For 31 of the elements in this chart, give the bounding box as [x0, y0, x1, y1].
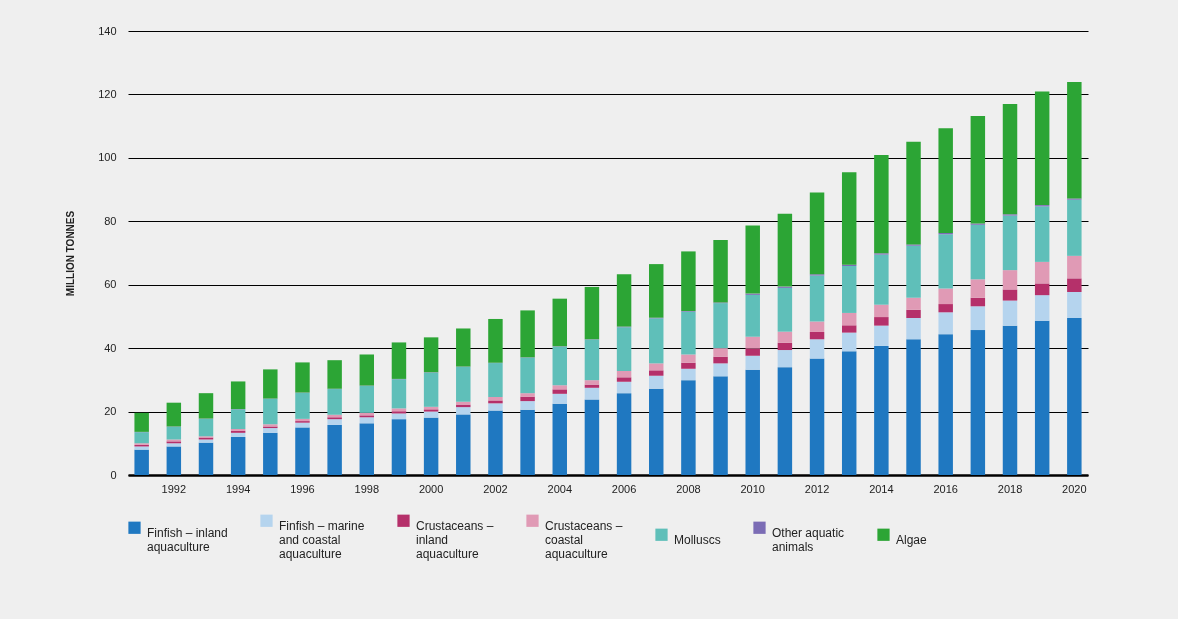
y-tick-label: 100	[98, 151, 117, 164]
legend-label: Other aquatic animals	[772, 525, 845, 554]
x-tick-label: 2018	[997, 482, 1023, 495]
y-tick-label: 0	[110, 468, 117, 481]
legend-label: Molluscs	[674, 532, 721, 547]
x-tick-label: 1992	[161, 482, 187, 495]
legend-label: Finfish – marine and coastal aquaculture	[279, 518, 365, 561]
x-tick-label: 1996	[290, 482, 315, 495]
x-tick-label: 1998	[354, 482, 380, 495]
x-tick-label: 2004	[547, 482, 572, 495]
x-tick-label: 2016	[933, 482, 958, 495]
legend-label: Algae	[896, 532, 928, 547]
y-axis-title: MILLION TONNES	[65, 210, 77, 297]
x-tick-label: 2010	[740, 482, 765, 495]
y-tick-label: 40	[104, 341, 117, 354]
y-tick-label: 80	[104, 214, 117, 227]
x-tick-label: 2020	[1062, 482, 1087, 495]
x-tick-label: 2014	[869, 482, 894, 495]
x-tick-label: 1994	[225, 482, 251, 495]
legend-label: Finfish – inland aquaculture	[147, 525, 228, 554]
legend-label: Crustaceans – coastal aquaculture	[545, 518, 623, 561]
x-tick-label: 2012	[804, 482, 830, 495]
y-tick-label: 140	[98, 24, 117, 37]
y-tick-label: 20	[104, 405, 117, 418]
y-tick-label: 120	[98, 87, 117, 100]
x-tick-label: 2000	[418, 482, 444, 495]
x-tick-label: 2002	[483, 482, 508, 495]
y-tick-label: 60	[104, 278, 117, 291]
x-tick-label: 2008	[676, 482, 701, 495]
legend-label: Crustaceans – inland aquaculture	[416, 518, 494, 561]
x-tick-label: 2006	[611, 482, 637, 495]
